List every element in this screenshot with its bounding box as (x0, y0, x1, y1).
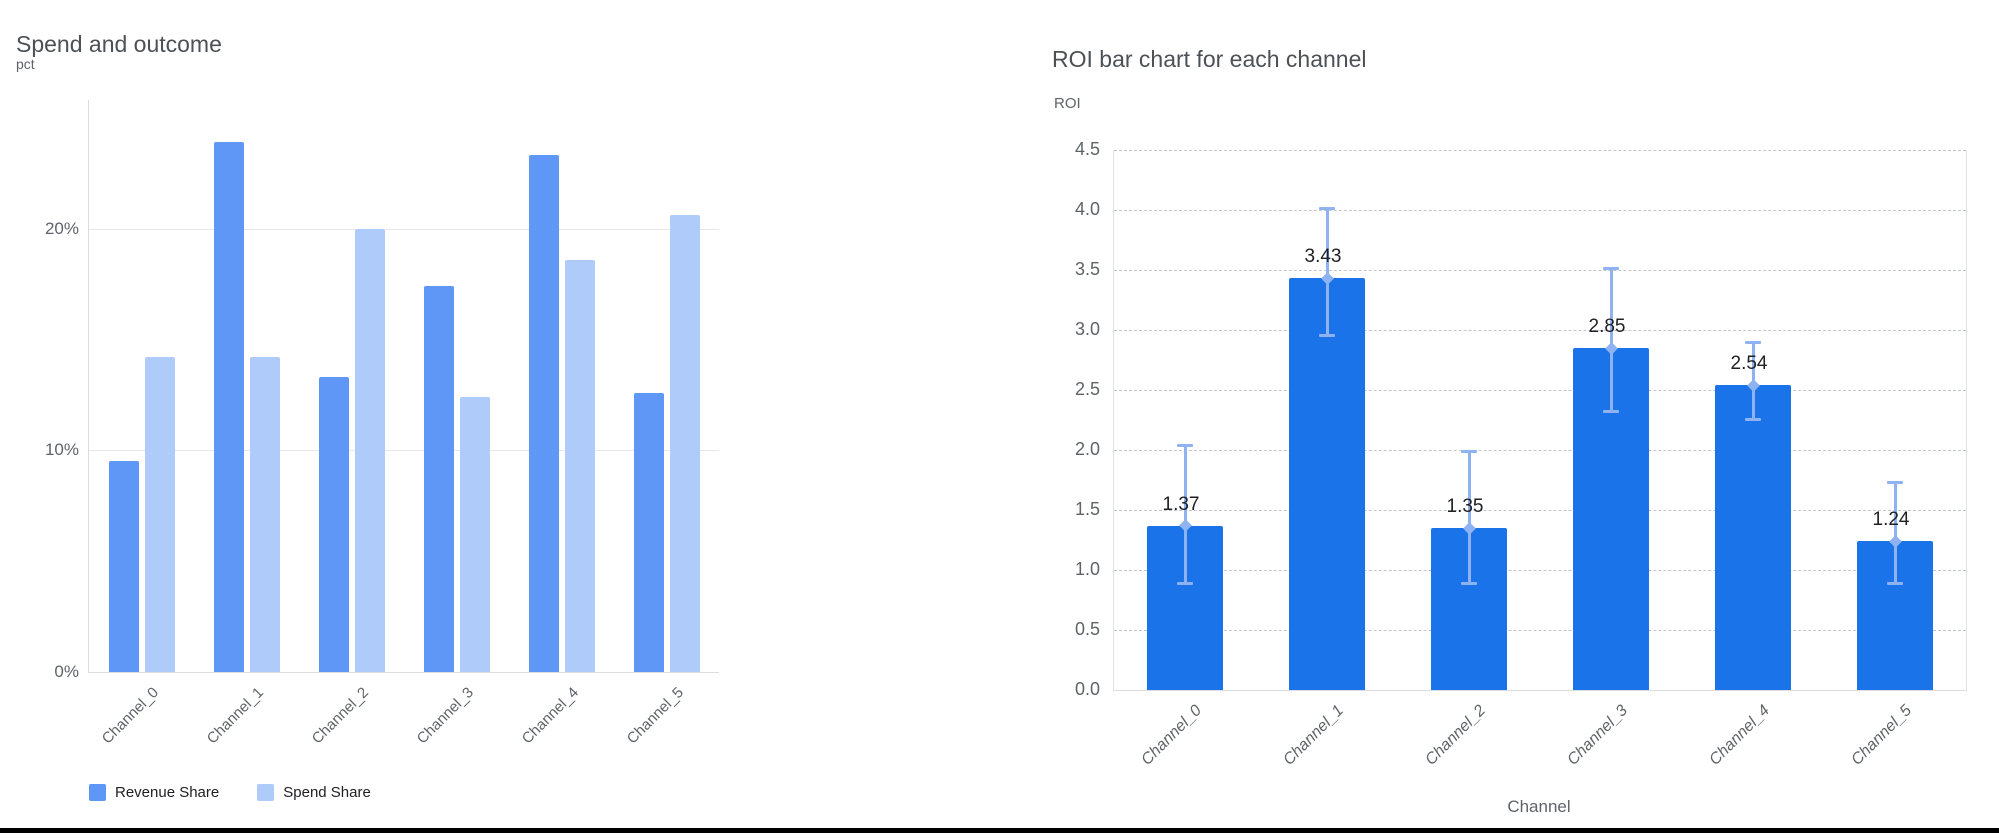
error-bar-line-channel_1 (1325, 207, 1329, 336)
y-tick-label: 1.5 (1074, 499, 1100, 519)
bar-revenue-share-channel_5[interactable] (633, 392, 664, 672)
x-tick-label-channel_4: Channel_4 (518, 684, 582, 748)
gridline-3.0 (1114, 330, 1966, 331)
error-bar-cap-top-channel_0 (1177, 444, 1193, 448)
bottom-divider (0, 828, 1999, 833)
error-bar-cap-top-channel_5 (1887, 481, 1903, 485)
y-tick-label: 0% (54, 662, 79, 681)
y-tick-label: 3.5 (1074, 259, 1100, 279)
y-tick-label: 4.0 (1074, 199, 1100, 219)
bar-revenue-share-channel_2[interactable] (318, 377, 349, 672)
bar-spend-share-channel_4[interactable] (564, 259, 595, 672)
gridline-1.5 (1114, 510, 1966, 511)
y-tick-label: 2.0 (1074, 439, 1100, 459)
error-bar-line-channel_3 (1609, 267, 1613, 412)
bar-spend-share-channel_3[interactable] (459, 397, 490, 672)
chart-legend: Revenue Share Spend Share (89, 784, 371, 801)
y-tick-label: 0.5 (1074, 619, 1100, 639)
bar-revenue-share-channel_1[interactable] (213, 142, 244, 672)
bar-value-label-channel_0: 1.37 (1162, 493, 1200, 515)
error-bar-cap-top-channel_4 (1745, 341, 1761, 344)
legend-item-spend-share[interactable]: Spend Share (257, 784, 371, 801)
bar-revenue-share-channel_4[interactable] (528, 155, 559, 672)
bar-revenue-share-channel_0[interactable] (108, 461, 139, 672)
bar-spend-share-channel_1[interactable] (249, 357, 280, 672)
left-plot-area: 0% 10% 20% Channel_0 Channel_1 Channel_2 Chann… (45, 100, 719, 747)
bar-roi-channel_1[interactable] (1289, 278, 1365, 690)
y-tick-label: 20% (44, 218, 79, 238)
error-bar-cap-bottom-channel_1 (1319, 334, 1335, 337)
error-bar-line-channel_0 (1183, 445, 1187, 585)
left-y-axis-unit-label: pct (16, 56, 35, 72)
right-y-axis-unit-label: ROI (1054, 95, 1081, 112)
legend-label: Spend Share (283, 784, 371, 801)
error-bar-line-channel_2 (1467, 451, 1471, 585)
y-tick-label: 0.0 (1074, 679, 1100, 699)
y-tick-label: 1.0 (1074, 559, 1100, 579)
gridline-20% (89, 228, 719, 230)
left-chart-title: Spend and outcome (16, 31, 222, 58)
error-bar-cap-bottom-channel_5 (1887, 582, 1903, 586)
error-bar-cap-top-channel_1 (1319, 206, 1335, 210)
gridline-2.5 (1114, 390, 1966, 391)
bar-value-label-channel_4: 2.54 (1730, 353, 1768, 375)
legend-swatch (89, 784, 106, 801)
error-bar-cap-bottom-channel_4 (1745, 418, 1761, 421)
bar-spend-share-channel_0[interactable] (144, 357, 175, 672)
legend-item-revenue-share[interactable]: Revenue Share (89, 784, 219, 801)
right-chart-title: ROI bar chart for each channel (1052, 46, 1367, 73)
bar-value-label-channel_2: 1.35 (1446, 496, 1484, 517)
y-tick-label: 2.5 (1074, 379, 1100, 399)
gridline-0.5 (1114, 630, 1966, 631)
gridline-10% (89, 450, 719, 452)
right-x-axis-title: Channel (1507, 797, 1571, 816)
error-bar-cap-top-channel_2 (1461, 450, 1477, 454)
bar-revenue-share-channel_3[interactable] (423, 286, 454, 672)
y-tick-label: 3.0 (1074, 319, 1100, 339)
legend-swatch (257, 784, 275, 801)
gridline-4.5 (1114, 150, 1966, 151)
gridline-2.0 (1114, 450, 1966, 451)
gridline-4.0 (1114, 210, 1966, 211)
y-tick-label: 4.5 (1074, 139, 1100, 159)
bar-spend-share-channel_2[interactable] (354, 228, 385, 672)
bar-spend-share-channel_5[interactable] (669, 215, 700, 672)
error-bar-cap-bottom-channel_3 (1603, 409, 1619, 413)
gridline-1.0 (1114, 570, 1966, 571)
error-bar-line-channel_5 (1893, 482, 1897, 585)
right-plot-area: 0.0 0.5 1.0 1.5 2.0 2.5 3.0 3.5 4.0 4.5 1.37 Channe… (1075, 139, 1967, 769)
legend-label: Revenue Share (115, 784, 220, 801)
bar-value-label-channel_3: 2.85 (1588, 316, 1626, 337)
error-bar-cap-bottom-channel_0 (1177, 582, 1193, 586)
y-tick-label: 10% (44, 440, 79, 460)
x-tick-label-channel_5: Channel_5 (623, 684, 687, 748)
bar-value-label-channel_1: 3.43 (1304, 246, 1342, 268)
gridline-3.5 (1114, 270, 1966, 271)
error-bar-cap-bottom-channel_2 (1461, 582, 1477, 586)
bar-value-label-channel_5: 1.24 (1872, 509, 1910, 531)
bar-roi-channel_4[interactable] (1715, 385, 1791, 690)
error-bar-cap-top-channel_3 (1603, 266, 1619, 270)
